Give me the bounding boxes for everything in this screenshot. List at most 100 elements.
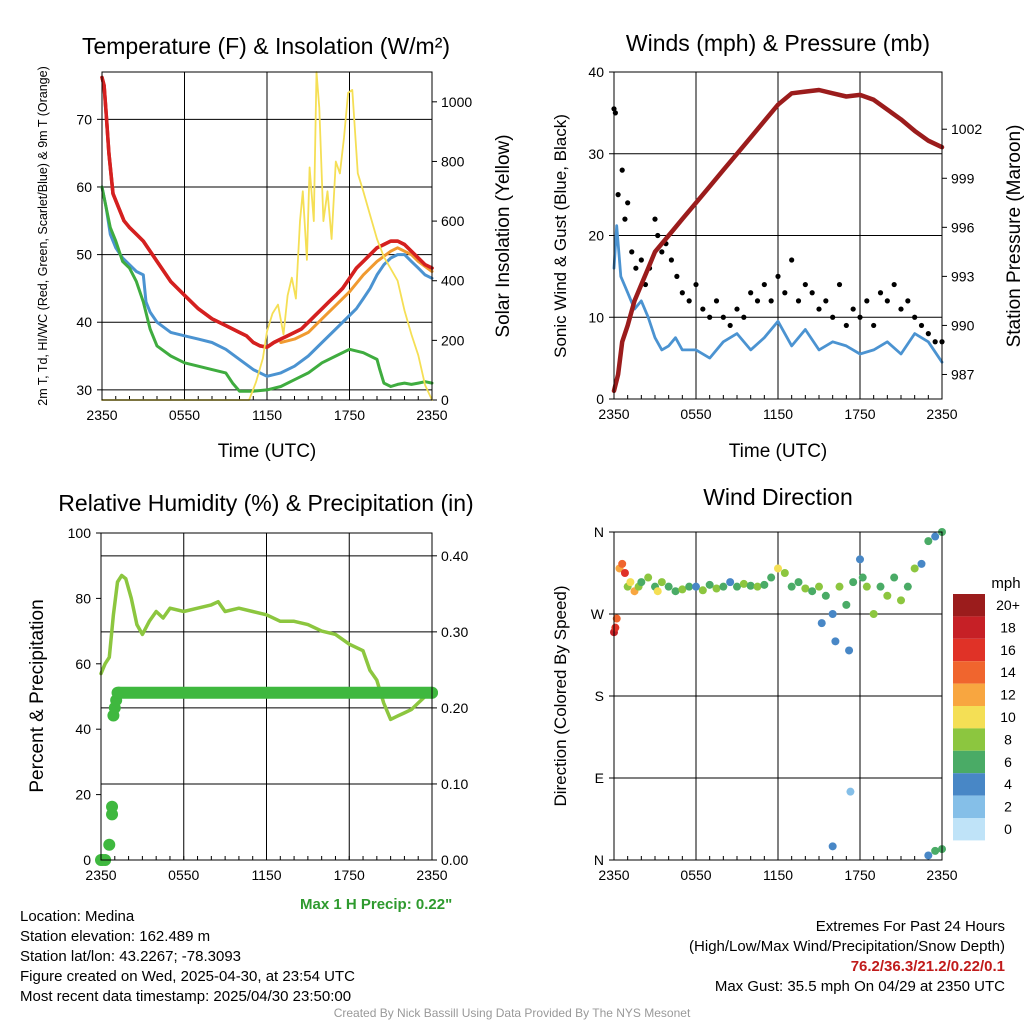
station-elevation: Station elevation: 162.489 m [20,928,211,945]
humidity-panel: Relative Humidity (%) & Precipitation (i… [27,490,474,883]
y2-tick-label: 993 [951,268,975,284]
direction-title: Wind Direction [703,484,853,510]
direction-point [862,582,871,591]
direction-legend-title: mph [991,575,1020,592]
winds-tick-labels: 2350 0550 1150 1750 235001020304098799099399… [588,64,982,422]
y-tick-label: N [594,852,604,868]
extremes-values: 76.2/36.3/21.2/0.22/0.1 [850,958,1005,975]
x-tick-label: 0550 [680,867,711,883]
legend-swatch [953,638,985,662]
insolation-line [101,71,433,401]
legend-label: 2 [1004,799,1012,815]
direction-point [611,623,620,632]
direction-point [733,582,741,591]
gust-point [619,167,625,173]
direction-point [780,569,789,577]
y-tick-label: 100 [68,525,92,541]
y-tick-label: 0 [596,391,604,407]
x-tick-label: 2350 [598,867,629,883]
legend-label: 16 [1000,642,1016,658]
credit-line: Created By Nick Bassill Using Data Provi… [333,1006,691,1020]
gust-point [693,281,699,288]
legend-swatch [953,750,985,774]
direction-point [808,587,817,596]
y-tick-label: N [594,524,604,540]
legend-swatch [953,616,985,639]
x-tick-label: 2350 [926,406,957,422]
winds-plot-frame [613,71,943,400]
temperature-series [100,71,434,401]
gust-point [789,257,795,263]
y-tick-label: E [595,770,604,786]
direction-point [917,559,926,568]
gust-point [802,281,808,288]
direction-point [815,582,823,591]
y-tick-label: 40 [588,64,604,80]
direction-panel: Wind Direction 2350 0550 1150 1750 2350NWSEN… [551,484,1021,883]
legend-label: 4 [1004,776,1012,792]
direction-point [774,564,782,573]
direction-point [931,532,940,541]
direction-point [849,578,858,587]
y2-tick-label: 999 [951,170,975,186]
gust-point [843,322,849,329]
x-tick-label: 2350 [416,407,447,423]
direction-point [671,587,680,596]
wind_chill-line [100,185,434,378]
sonic_wind-line [612,224,944,364]
direction-point [794,578,803,587]
gust-point [871,322,877,329]
x-tick-label: 1750 [334,407,365,423]
direction-point [739,579,748,588]
y-tick-label: 30 [588,146,604,162]
y-tick-label: 20 [588,228,604,244]
direction-point [678,585,687,594]
direction-point [801,584,810,593]
direction-left-axis-label: Direction (Colored By Speed) [551,585,570,806]
direction-point [817,619,826,628]
legend-label: 10 [1000,709,1016,725]
direction-point [924,537,933,546]
gust-point [638,257,644,263]
humidity-left-axis-label: Percent & Precipitation [27,599,48,792]
direction-point [626,578,635,587]
x-tick-label: 1750 [844,867,875,883]
y2-tick-label: 0.00 [441,852,468,868]
x-tick-label: 2350 [85,867,116,883]
gust-point [891,281,897,288]
gust-point [795,298,802,304]
direction-point [644,573,653,582]
temperature-x-axis-label: Time (UTC) [218,441,317,462]
y2-tick-label: 0 [441,392,449,408]
extremes-subtitle: (High/Low/Max Wind/Precipitation/Snow De… [689,938,1005,955]
direction-point [637,578,646,587]
direction-point [903,582,912,591]
gust-point [809,290,815,296]
station-location: Location: Medina [20,908,135,925]
direction-point [821,591,830,600]
x-tick-label: 1750 [334,867,365,883]
legend-swatch [953,661,985,684]
direction-point [767,573,776,582]
legend-label: 6 [1004,754,1012,770]
gust-point [932,339,938,345]
direction-point [620,569,629,577]
extremes-box: Extremes For Past 24 Hours (High/Low/Max… [689,917,1005,997]
gust-point [816,306,822,312]
humidity-series [95,573,438,866]
x-tick-label: 0550 [680,406,711,422]
direction-point [842,600,851,609]
y2-tick-label: 0.20 [441,700,468,716]
max-precip-note: Max 1 H Precip: 0.22" [300,896,453,913]
extremes-title: Extremes For Past 24 Hours [815,918,1005,935]
y-tick-label: 50 [76,247,92,263]
legend-label: 14 [1000,664,1016,680]
x-tick-label: 2350 [86,407,117,423]
gust-point [912,314,918,320]
winds-left-axis-label: Sonic Wind & Gust (Blue, Black) [551,114,570,358]
gust-point [734,306,740,312]
x-tick-label: 1150 [763,406,793,422]
gust-point [836,281,843,288]
direction-point [931,846,940,855]
